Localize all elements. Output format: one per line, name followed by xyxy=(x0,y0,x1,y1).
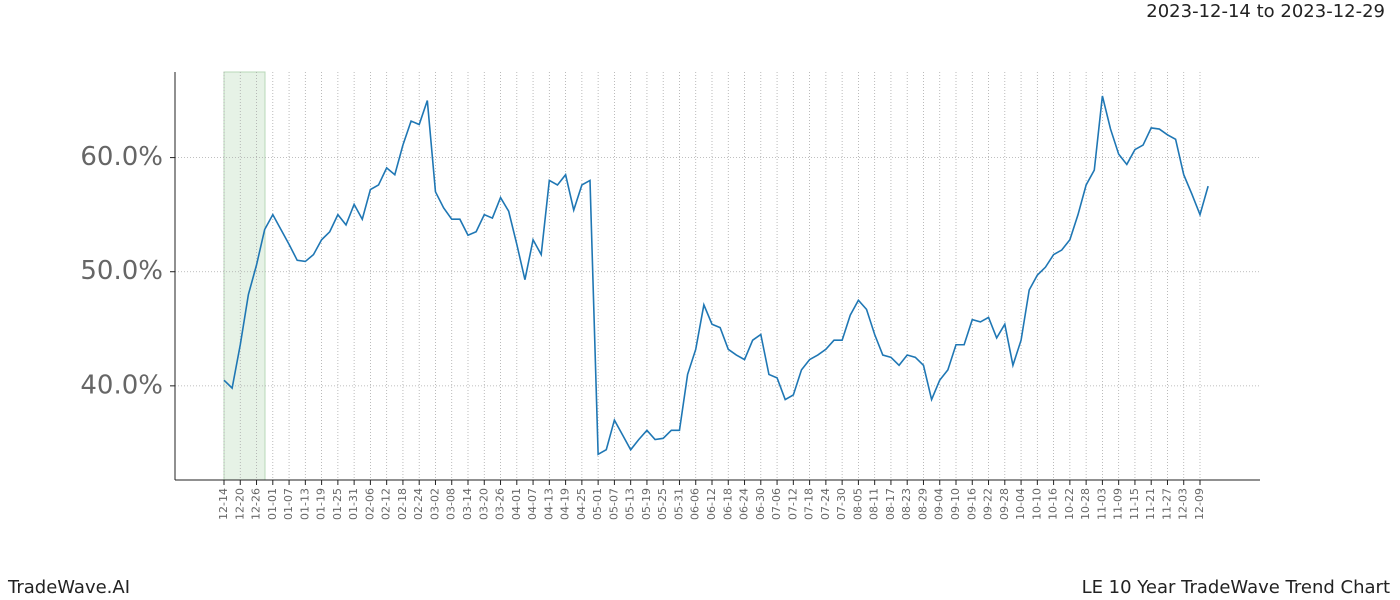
x-tick-label: 05-25 xyxy=(656,488,669,520)
y-tick-label: 40.0% xyxy=(80,370,163,400)
x-tick-label: 05-19 xyxy=(640,488,653,520)
x-tick-label: 03-08 xyxy=(445,488,458,520)
x-tick-label: 03-26 xyxy=(494,488,507,520)
x-tick-label: 11-21 xyxy=(1144,488,1157,520)
x-tick-label: 02-06 xyxy=(363,488,376,520)
x-tick-label: 12-26 xyxy=(250,488,263,520)
x-tick-label: 07-24 xyxy=(819,488,832,520)
x-tick-label: 08-17 xyxy=(884,488,897,520)
x-tick-label: 03-14 xyxy=(461,488,474,520)
x-tick-label: 10-22 xyxy=(1063,488,1076,520)
x-tick-label: 07-12 xyxy=(786,488,799,520)
y-tick-label: 50.0% xyxy=(80,256,163,286)
x-tick-label: 04-19 xyxy=(559,488,572,520)
x-tick-label: 07-30 xyxy=(835,488,848,520)
x-tick-label: 09-28 xyxy=(998,488,1011,520)
x-tick-label: 08-05 xyxy=(851,488,864,520)
x-tick-label: 12-09 xyxy=(1193,488,1206,520)
x-tick-label: 10-10 xyxy=(1030,488,1043,520)
x-tick-label: 08-23 xyxy=(900,488,913,520)
x-tick-label: 12-14 xyxy=(217,488,230,520)
x-tick-label: 11-27 xyxy=(1160,488,1173,520)
x-tick-label: 02-12 xyxy=(380,488,393,520)
x-tick-label: 01-13 xyxy=(298,488,311,520)
x-tick-label: 05-07 xyxy=(607,488,620,520)
x-tick-label: 09-04 xyxy=(933,488,946,520)
x-tick-label: 02-24 xyxy=(412,488,425,520)
x-tick-label: 02-18 xyxy=(396,488,409,520)
trend-line xyxy=(223,95,1209,456)
x-tick-label: 06-06 xyxy=(689,488,702,520)
x-tick-label: 06-18 xyxy=(721,488,734,520)
x-tick-label: 05-01 xyxy=(591,488,604,520)
x-tick-label: 04-13 xyxy=(542,488,555,520)
x-tick-label: 06-12 xyxy=(705,488,718,520)
x-tick-label: 12-20 xyxy=(233,488,246,520)
x-tick-label: 08-11 xyxy=(868,488,881,520)
x-tick-label: 10-16 xyxy=(1047,488,1060,520)
y-tick-label: 60.0% xyxy=(80,142,163,172)
x-tick-label: 01-01 xyxy=(266,488,279,520)
x-tick-label: 05-31 xyxy=(672,488,685,520)
x-tick-label: 12-03 xyxy=(1177,488,1190,520)
x-tick-label: 08-29 xyxy=(916,488,929,520)
x-tick-label: 11-03 xyxy=(1095,488,1108,520)
x-tick-label: 06-24 xyxy=(738,488,751,520)
x-tick-label: 07-06 xyxy=(770,488,783,520)
x-tick-label: 05-13 xyxy=(624,488,637,520)
x-tick-label: 03-02 xyxy=(428,488,441,520)
x-tick-label: 03-20 xyxy=(477,488,490,520)
x-tick-label: 11-09 xyxy=(1112,488,1125,520)
x-tick-label: 04-01 xyxy=(510,488,523,520)
footer-right: LE 10 Year TradeWave Trend Chart xyxy=(1082,577,1390,598)
x-tick-label: 09-22 xyxy=(982,488,995,520)
x-tick-label: 09-10 xyxy=(949,488,962,520)
x-tick-label: 10-04 xyxy=(1014,488,1027,520)
x-tick-label: 01-31 xyxy=(347,488,360,520)
x-tick-label: 04-07 xyxy=(526,488,539,520)
x-tick-label: 09-16 xyxy=(965,488,978,520)
footer-left: TradeWave.AI xyxy=(7,577,130,598)
chart-title: 2023-12-14 to 2023-12-29 xyxy=(1146,1,1385,22)
x-tick-label: 06-30 xyxy=(754,488,767,520)
x-tick-label: 11-15 xyxy=(1128,488,1141,520)
x-tick-label: 01-19 xyxy=(315,488,328,520)
x-tick-label: 01-07 xyxy=(282,488,295,520)
highlight-span xyxy=(223,71,266,481)
x-tick-label: 04-25 xyxy=(575,488,588,520)
x-tick-label: 01-25 xyxy=(331,488,344,520)
x-tick-label: 10-28 xyxy=(1079,488,1092,520)
x-tick-label: 07-18 xyxy=(803,488,816,520)
